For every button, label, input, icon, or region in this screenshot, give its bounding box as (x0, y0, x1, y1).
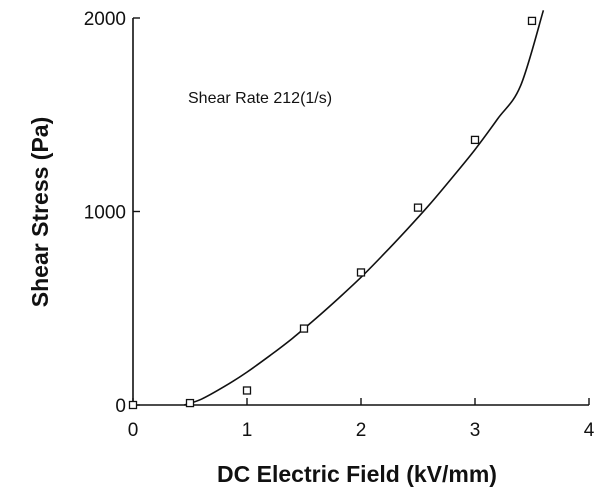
x-tick-label: 4 (584, 420, 595, 441)
data-point (299, 324, 309, 333)
x-tick-label: 3 (470, 420, 481, 441)
data-point (128, 400, 138, 410)
ticks: 0 1 2 3 4 0 1000 2000 (84, 9, 595, 441)
x-tick-label: 2 (356, 420, 367, 441)
data-point (242, 386, 252, 395)
data-point (470, 135, 480, 145)
shear-rate-annotation: Shear Rate 212(1/s) (188, 90, 332, 107)
x-tick-label: 1 (242, 420, 253, 441)
data-points-layer (128, 16, 537, 410)
y-tick-label: 0 (115, 396, 126, 417)
y-tick-label: 2000 (84, 9, 126, 30)
data-point (356, 268, 366, 277)
data-point (413, 203, 423, 212)
data-point (185, 398, 195, 408)
x-tick-label: 0 (128, 420, 139, 441)
y-axis-title: Shear Stress (Pa) (27, 117, 53, 307)
fit-curve-layer (184, 10, 545, 406)
axes (132, 18, 589, 406)
fit-curve-line (184, 10, 545, 406)
x-axis-title: DC Electric Field (kV/mm) (217, 461, 497, 487)
y-tick-label: 1000 (84, 203, 126, 224)
data-point (527, 16, 537, 26)
